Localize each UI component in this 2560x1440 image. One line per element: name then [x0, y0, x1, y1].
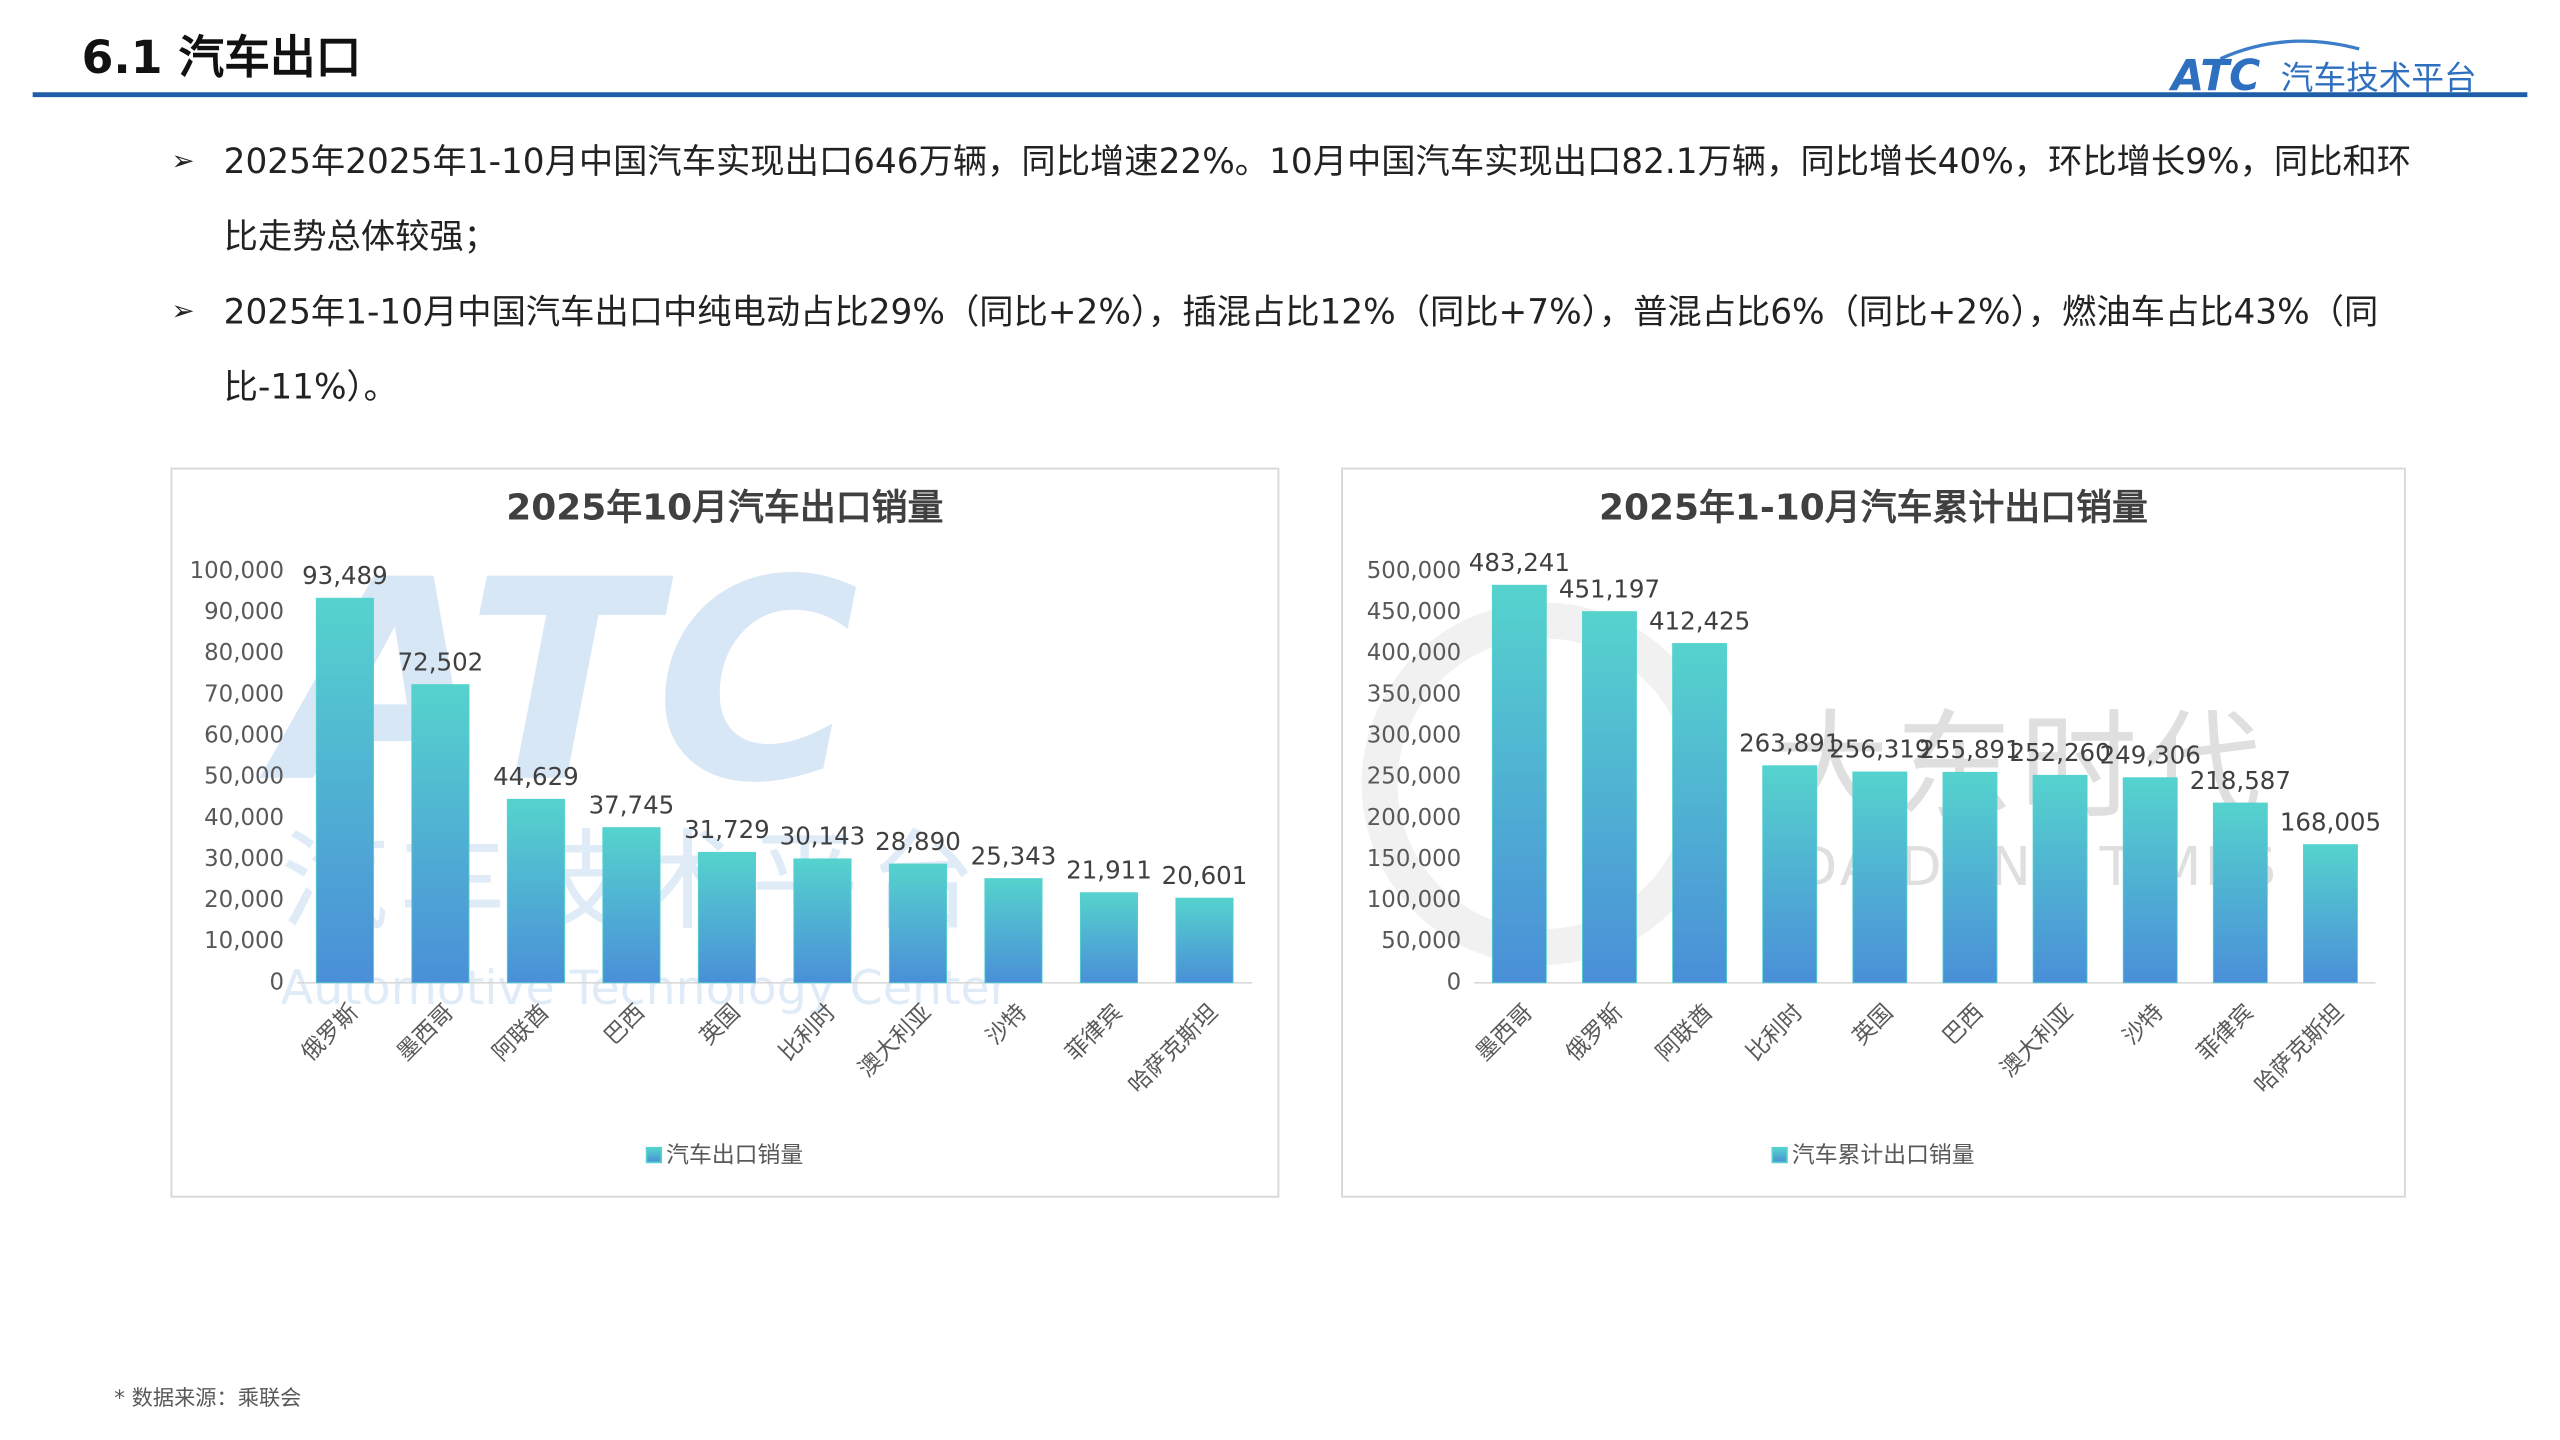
bar: [1079, 892, 1139, 984]
chart-title: 2025年1-10月汽车累计出口销量: [1599, 487, 2148, 528]
legend-swatch: [1771, 1146, 1788, 1164]
y-tick-label: 500,000: [1367, 558, 1461, 584]
bar: [1762, 765, 1818, 984]
y-tick-label: 40,000: [204, 805, 284, 831]
y-tick-label: 450,000: [1367, 599, 1461, 625]
chart-title: 2025年10月汽车出口销量: [506, 487, 943, 528]
y-tick-label: 50,000: [204, 764, 284, 790]
bar: [2303, 844, 2358, 984]
page-title: 6.1 汽车出口: [82, 31, 362, 84]
y-tick-label: 50,000: [1381, 928, 1461, 954]
y-tick-label: 0: [270, 969, 285, 995]
bar: [2032, 774, 2088, 984]
bar: [1175, 897, 1234, 984]
y-tick-label: 0: [1447, 969, 1462, 995]
bullet: 2025年2025年1-10月中国汽车实现出口646万辆，同比增速22%。10月…: [171, 124, 2440, 274]
value-label: 31,729: [684, 815, 770, 844]
logo-mark: ATC: [2168, 52, 2260, 101]
legend-item: 汽车出口销量: [645, 1142, 803, 1168]
bullets-box: 2025年2025年1-10月中国汽车实现出口646万辆，同比增速22%。10月…: [171, 124, 2440, 434]
bar: [1491, 584, 1547, 984]
bar: [602, 827, 661, 984]
bar: [411, 684, 470, 984]
value-label: 30,143: [780, 822, 866, 851]
value-label: 20,601: [1162, 861, 1248, 890]
source-note: * 数据来源：乘联会: [114, 1386, 301, 1411]
value-label: 256,319: [1829, 735, 1930, 764]
value-label: 412,425: [1649, 606, 1750, 635]
y-tick-label: 70,000: [204, 681, 284, 707]
value-label: 37,745: [589, 790, 675, 819]
value-label: 263,891: [1739, 728, 1840, 757]
value-label: 255,891: [1919, 735, 2020, 764]
value-label: 25,343: [971, 841, 1057, 870]
y-tick-label: 400,000: [1367, 640, 1461, 666]
bullet: 2025年1-10月中国汽车出口中纯电动占比29%（同比+2%），插混占比12%…: [171, 274, 2440, 424]
bar: [793, 858, 852, 984]
logo-swoosh: [2219, 39, 2360, 61]
value-label: 168,005: [2280, 807, 2381, 836]
bar: [2122, 777, 2178, 984]
legend-label: 汽车累计出口销量: [1792, 1142, 1975, 1168]
value-label: 28,890: [875, 827, 961, 856]
value-label: 252,260: [2009, 738, 2110, 767]
y-tick-label: 350,000: [1367, 681, 1461, 707]
bar: [315, 597, 374, 984]
bar: [984, 878, 1043, 984]
legend-item: 汽车累计出口销量: [1771, 1142, 1975, 1168]
bar: [888, 863, 948, 984]
y-tick-label: 90,000: [204, 599, 284, 625]
y-tick-label: 80,000: [204, 640, 284, 666]
y-tick-label: 200,000: [1367, 805, 1461, 831]
bar: [1852, 771, 1908, 984]
value-label: 21,911: [1066, 855, 1152, 884]
value-label: 93,489: [302, 561, 388, 590]
value-label: 451,197: [1559, 574, 1660, 603]
bar: [1942, 771, 1998, 984]
bar: [697, 851, 757, 984]
value-label: 218,587: [2190, 766, 2291, 795]
bar: [1672, 643, 1728, 984]
legend-label: 汽车出口销量: [666, 1142, 803, 1168]
bullets: 2025年2025年1-10月中国汽车实现出口646万辆，同比增速22%。10月…: [171, 124, 2440, 424]
y-tick-label: 250,000: [1367, 764, 1461, 790]
legend-swatch: [645, 1146, 663, 1164]
bar: [2212, 802, 2268, 984]
bar: [506, 798, 565, 984]
value-label: 483,241: [1469, 548, 1570, 577]
y-tick-label: 30,000: [204, 846, 284, 872]
y-tick-label: 300,000: [1367, 722, 1461, 748]
chart: ATC汽车技术平台Automotive Technology Center202…: [170, 467, 1280, 1198]
y-tick-label: 60,000: [204, 722, 284, 748]
y-tick-label: 150,000: [1367, 846, 1461, 872]
bar: [1582, 611, 1637, 984]
y-tick-label: 100,000: [190, 558, 284, 584]
logo-text: 汽车技术平台: [2281, 59, 2477, 97]
value-label: 249,306: [2100, 740, 2201, 769]
value-label: 72,502: [398, 647, 484, 676]
value-label: 44,629: [493, 762, 579, 791]
y-tick-label: 10,000: [204, 928, 284, 954]
y-tick-label: 100,000: [1367, 887, 1461, 913]
y-tick-label: 20,000: [204, 887, 284, 913]
